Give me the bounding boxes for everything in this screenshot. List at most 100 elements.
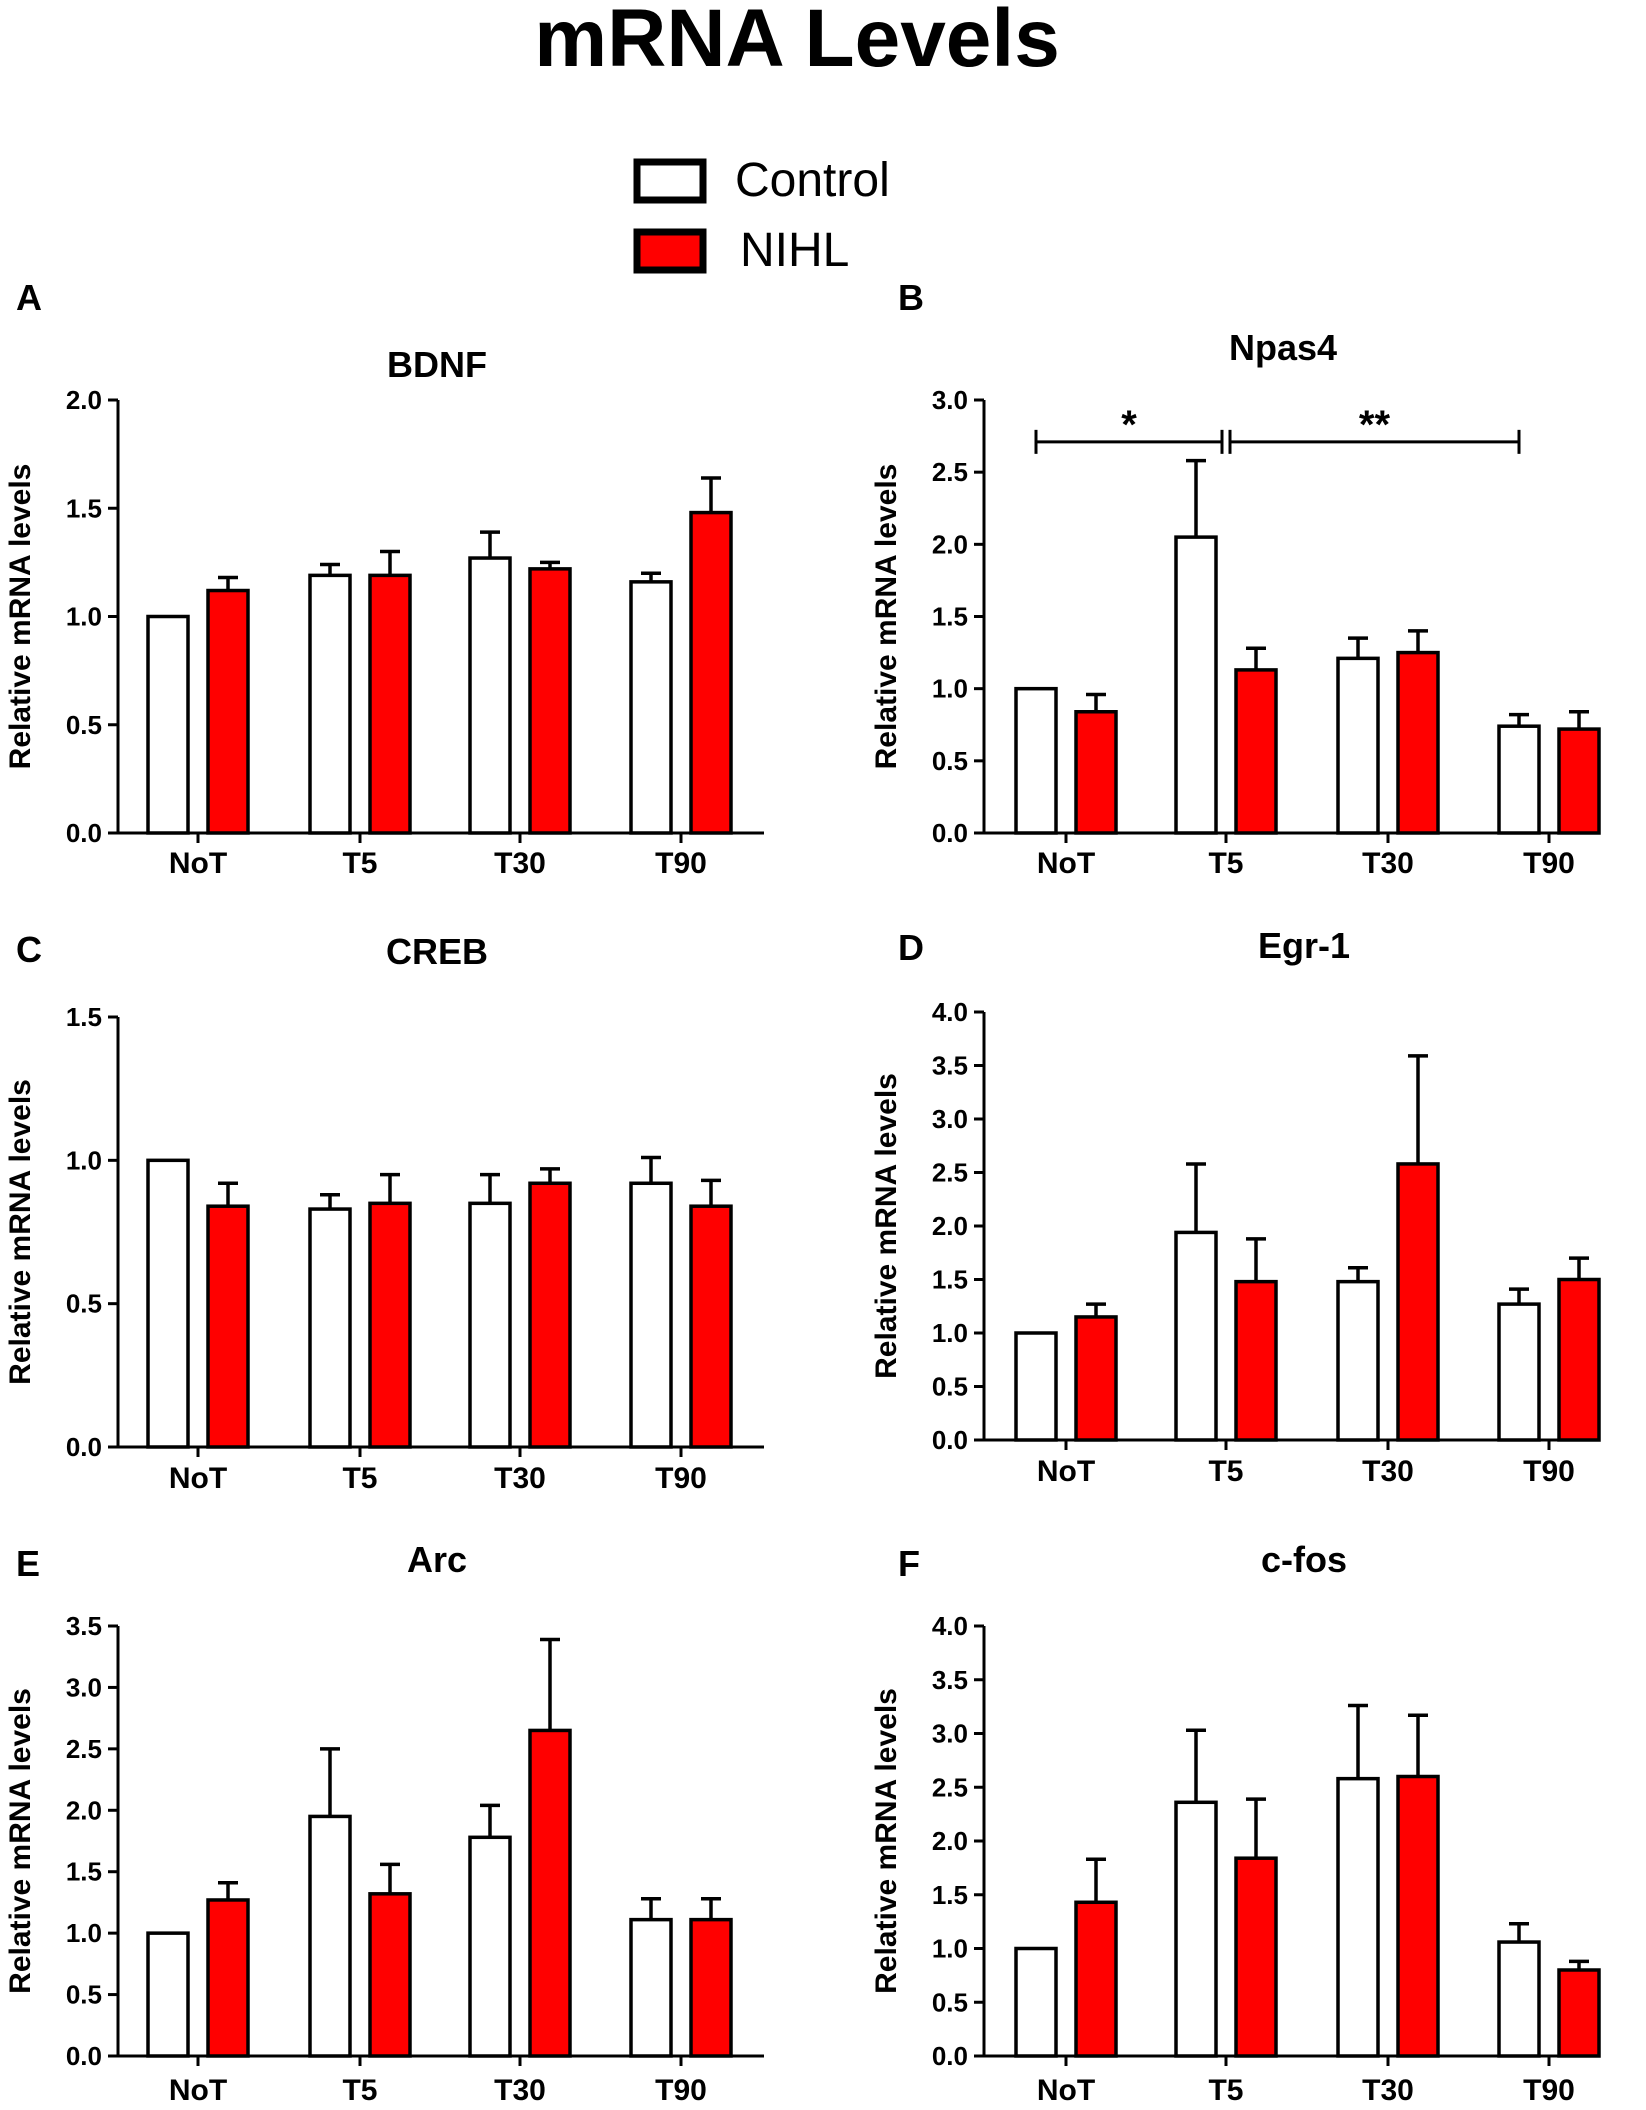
bar-control [468, 556, 512, 835]
bar-nihl [1557, 1277, 1601, 1442]
panel-a-bdnf: A BDNF Relative mRNA levels 0.0 0.5 1.0 1.5 2.0… [4, 277, 764, 880]
bar-control [1014, 686, 1058, 835]
bar-control [1014, 1331, 1058, 1442]
y-axis-label: Relative mRNA levels [870, 1073, 903, 1379]
panel-d-egr1: D Egr-1 Relative mRNA levels 0.0 0.5 1.0 1.5 2.… [870, 925, 1601, 1488]
panel-b-npas4: B Npas4 Relative mRNA levels 0.0 0.5 1.0 1.5 2.… [870, 277, 1601, 880]
y-tick-label: 2.0 [932, 1211, 968, 1241]
legend-label-nihl: NIHL [740, 224, 849, 277]
bar-control [1497, 724, 1541, 835]
y-tick-label: 3.5 [932, 1665, 968, 1695]
bar-control [308, 1814, 352, 2058]
bar-nihl [1396, 1162, 1440, 1442]
x-tick-label: T5 [342, 847, 377, 880]
bar-nihl [689, 1204, 733, 1449]
panel-letter: D [898, 927, 924, 968]
bar-control [629, 580, 673, 835]
y-tick-label: 0.0 [932, 818, 968, 848]
panel-letter: C [16, 929, 42, 970]
x-tick-label: T5 [1208, 2074, 1243, 2107]
y-tick-label: 0.5 [932, 1987, 968, 2017]
panel-title: Egr-1 [1258, 925, 1350, 966]
y-tick-label: 1.5 [932, 1265, 968, 1295]
significance-label: * [1121, 403, 1137, 447]
bar-nihl [1396, 650, 1440, 835]
bar-control [1336, 656, 1380, 835]
bar-nihl [368, 1892, 412, 2058]
x-tick-label: NoT [1037, 1455, 1095, 1488]
y-tick-label: 2.5 [932, 1158, 968, 1188]
y-tick-label: 1.5 [66, 1002, 102, 1032]
bar-nihl [1234, 1279, 1278, 1442]
bar-nihl [689, 1917, 733, 2058]
bar-control [629, 1917, 673, 2058]
bar-nihl [368, 1201, 412, 1449]
bar-nihl [1074, 1315, 1118, 1442]
y-tick-label: 0.5 [66, 1980, 102, 2010]
y-tick-label: 3.5 [66, 1611, 102, 1641]
significance-label: ** [1359, 403, 1391, 447]
bar-control [1336, 1776, 1380, 2058]
x-tick-label: T90 [1523, 2074, 1575, 2107]
y-tick-label: 0.0 [66, 1432, 102, 1462]
panel-title: Npas4 [1229, 327, 1337, 368]
bar-control [629, 1181, 673, 1449]
bar-control [146, 614, 190, 835]
legend-swatch-nihl [633, 228, 707, 274]
y-tick-label: 3.0 [66, 1672, 102, 1702]
bar-control [1174, 535, 1218, 835]
y-tick-label: 3.0 [932, 385, 968, 415]
y-tick-label: 0.0 [66, 818, 102, 848]
x-tick-label: T90 [655, 1462, 707, 1495]
y-tick-label: 0.5 [66, 710, 102, 740]
bar-nihl [1074, 710, 1118, 835]
y-tick-label: 1.0 [66, 602, 102, 632]
x-tick-label: T30 [1362, 2074, 1414, 2107]
y-axis-label: Relative mRNA levels [4, 464, 37, 770]
x-tick-label: T30 [494, 1462, 546, 1495]
y-axis-label: Relative mRNA levels [870, 1688, 903, 1994]
bar-nihl [1557, 1968, 1601, 2058]
bar-nihl [1396, 1774, 1440, 2058]
bar-nihl [528, 567, 572, 835]
panel-title: c-fos [1261, 1539, 1347, 1580]
y-tick-label: 2.0 [66, 385, 102, 415]
y-tick-label: 0.0 [66, 2041, 102, 2071]
x-tick-label: T5 [1208, 847, 1243, 880]
y-tick-label: 3.0 [932, 1719, 968, 1749]
figure-title: mRNA Levels [534, 0, 1060, 84]
y-tick-label: 1.5 [66, 493, 102, 523]
y-axis-label: Relative mRNA levels [870, 464, 903, 770]
legend-label-control: Control [735, 154, 890, 207]
x-tick-label: NoT [169, 847, 227, 880]
bar-control [468, 1835, 512, 2058]
x-tick-label: T30 [494, 847, 546, 880]
bar-control [1497, 1302, 1541, 1442]
bar-nihl [689, 510, 733, 835]
bar-control [146, 1158, 190, 1449]
y-tick-label: 0.5 [932, 746, 968, 776]
y-tick-label: 1.0 [66, 1145, 102, 1175]
panel-title: BDNF [387, 344, 487, 385]
x-tick-label: T5 [342, 1462, 377, 1495]
y-tick-label: 3.5 [932, 1051, 968, 1081]
x-tick-label: T30 [1362, 1455, 1414, 1488]
y-tick-label: 1.0 [66, 1918, 102, 1948]
x-tick-label: T30 [1362, 847, 1414, 880]
x-tick-label: NoT [169, 1462, 227, 1495]
bar-control [468, 1201, 512, 1449]
bar-nihl [1557, 727, 1601, 835]
x-tick-label: T90 [655, 847, 707, 880]
x-tick-label: T90 [655, 2074, 707, 2107]
bar-nihl [206, 588, 250, 835]
bar-control [1174, 1800, 1218, 2058]
y-tick-label: 2.0 [932, 529, 968, 559]
x-tick-label: T90 [1523, 1455, 1575, 1488]
y-tick-label: 0.0 [932, 1425, 968, 1455]
y-axis-label: Relative mRNA levels [4, 1688, 37, 1994]
y-tick-label: 0.5 [66, 1289, 102, 1319]
y-tick-label: 2.0 [932, 1826, 968, 1856]
legend: Control NIHL [633, 154, 890, 277]
